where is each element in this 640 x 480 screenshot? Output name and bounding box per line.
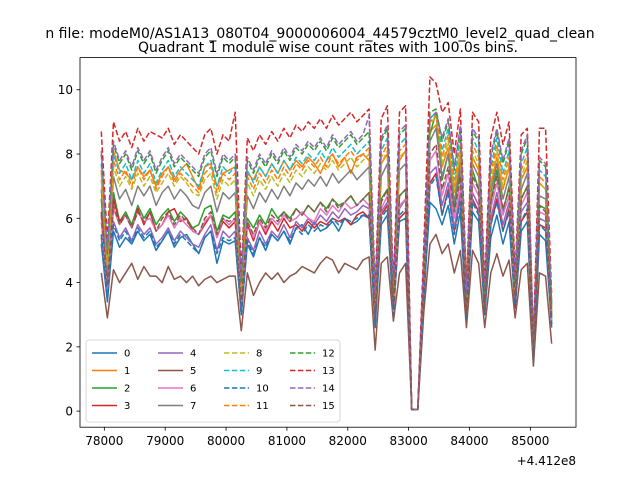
axes-frame xyxy=(79,57,577,428)
series-line-3 xyxy=(100,172,553,411)
y-tick-label: 8 xyxy=(65,148,73,162)
legend-label-12: 12 xyxy=(322,349,335,360)
series-line-5 xyxy=(100,233,553,411)
legend-label-10: 10 xyxy=(256,384,269,395)
series-line-15 xyxy=(100,143,553,411)
legend-label-11: 11 xyxy=(256,401,269,412)
x-tick-label: 81000 xyxy=(268,434,306,448)
series-line-11 xyxy=(100,114,553,411)
x-offset-label: +4.412e8 xyxy=(517,454,576,468)
chart-title: Quadrant 1 module wise count rates with … xyxy=(138,40,518,56)
series-line-7 xyxy=(100,127,553,411)
y-tick-label: 2 xyxy=(65,340,73,354)
series-line-8 xyxy=(100,114,553,411)
x-tick-label: 80000 xyxy=(207,434,245,448)
x-tick-label: 84000 xyxy=(450,434,488,448)
legend-label-13: 13 xyxy=(322,366,335,377)
legend-label-0: 0 xyxy=(124,349,130,360)
legend-label-14: 14 xyxy=(322,384,335,395)
x-tick-label: 78000 xyxy=(85,434,123,448)
y-tick-label: 10 xyxy=(58,83,73,97)
y-tick-label: 6 xyxy=(65,212,73,226)
legend-box xyxy=(85,339,341,423)
series-line-12 xyxy=(100,108,553,411)
series-line-13 xyxy=(100,76,553,411)
x-tick-label: 83000 xyxy=(390,434,428,448)
legend-label-7: 7 xyxy=(190,401,196,412)
legend-label-8: 8 xyxy=(256,349,262,360)
series-line-4 xyxy=(100,166,553,411)
x-tick-label: 82000 xyxy=(329,434,367,448)
legend-label-3: 3 xyxy=(124,401,130,412)
plot-area xyxy=(100,76,553,411)
legend-label-5: 5 xyxy=(190,366,196,377)
series-line-6 xyxy=(100,150,553,411)
series-line-2 xyxy=(100,111,553,411)
legend-label-9: 9 xyxy=(256,366,262,377)
legend-label-2: 2 xyxy=(124,384,130,395)
legend-label-1: 1 xyxy=(124,366,130,377)
x-tick-label: 79000 xyxy=(146,434,184,448)
figure-suptitle: n file: modeM0/AS1A13_080T04_9000006004_… xyxy=(45,26,594,42)
series-line-9 xyxy=(100,111,553,411)
y-tick-label: 4 xyxy=(65,276,73,290)
series-line-10 xyxy=(100,175,553,411)
legend-label-15: 15 xyxy=(322,401,335,412)
legend-label-4: 4 xyxy=(190,349,196,360)
axis-ticks: 78000 79000 80000 81000 82000 83000 84000 85000… xyxy=(58,83,550,448)
x-tick-label: 85000 xyxy=(511,434,549,448)
legend-label-6: 6 xyxy=(190,384,196,395)
y-tick-label: 0 xyxy=(65,405,73,419)
